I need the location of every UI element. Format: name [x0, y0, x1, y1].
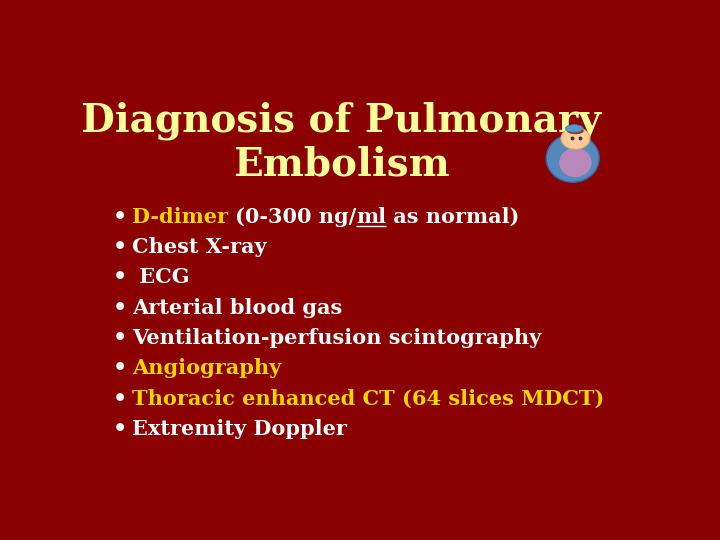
Text: Diagnosis of Pulmonary: Diagnosis of Pulmonary [81, 102, 601, 140]
Text: •: • [112, 359, 127, 379]
Text: ml: ml [356, 207, 387, 227]
Text: •: • [112, 328, 127, 348]
Text: Ventilation-perfusion scintography: Ventilation-perfusion scintography [132, 328, 541, 348]
Text: Angiography: Angiography [132, 359, 281, 379]
Ellipse shape [546, 134, 599, 183]
Ellipse shape [565, 125, 583, 132]
Text: •: • [112, 389, 127, 409]
Text: •: • [112, 267, 127, 287]
Circle shape [561, 127, 590, 149]
Text: (0-300 ng/: (0-300 ng/ [235, 207, 356, 227]
Text: Thoracic enhanced CT (64 slices MDCT): Thoracic enhanced CT (64 slices MDCT) [132, 389, 604, 409]
Ellipse shape [559, 148, 592, 177]
Text: •: • [112, 298, 127, 318]
Text: •: • [112, 419, 127, 439]
Text: Extremity Doppler: Extremity Doppler [132, 419, 347, 439]
Text: ECG: ECG [132, 267, 189, 287]
Text: •: • [112, 207, 127, 227]
Text: D-dimer: D-dimer [132, 207, 235, 227]
Ellipse shape [567, 127, 584, 134]
Text: as normal): as normal) [387, 207, 520, 227]
Text: Chest X-ray: Chest X-ray [132, 237, 266, 257]
Text: •: • [112, 237, 127, 257]
Text: Embolism: Embolism [233, 146, 449, 184]
Text: Arterial blood gas: Arterial blood gas [132, 298, 342, 318]
